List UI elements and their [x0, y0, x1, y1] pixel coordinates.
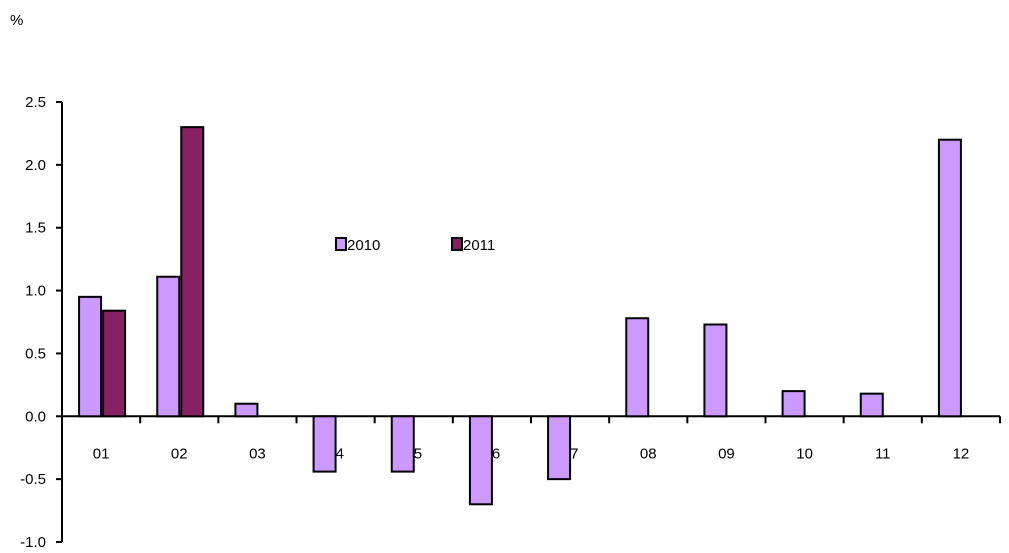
legend-swatch-2011 [451, 237, 463, 251]
legend-swatch-2010 [335, 237, 347, 251]
y-axis: 2.5 2.0 1.5 1.0 0.5 0.0 -0.5 -1.0 [20, 94, 63, 551]
bar-2010-12 [937, 138, 962, 418]
x-tick-label: 09 [718, 445, 735, 462]
y-tick-label: -0.5 [20, 471, 46, 488]
bar-2010-10 [781, 390, 806, 418]
bar-2011-02 [180, 126, 205, 418]
bars [78, 126, 962, 506]
x-tick-label: 10 [796, 445, 813, 462]
bar-2010-08 [625, 317, 650, 418]
x-tick-label: 12 [953, 445, 970, 462]
x-tick-label: 02 [171, 445, 188, 462]
legend-label-2010: 2010 [347, 237, 380, 254]
bar-2010-05 [390, 415, 415, 473]
y-tick-label: 2.5 [25, 94, 46, 111]
bar-2010-01 [78, 295, 103, 418]
y-tick-label: 0.5 [25, 345, 46, 362]
y-tick-label: 0.0 [25, 408, 46, 425]
x-tick-label: 08 [640, 445, 657, 462]
y-tick-label: 2.0 [25, 157, 46, 174]
x-tick-label: 11 [875, 445, 891, 462]
bar-2010-11 [859, 392, 884, 418]
x-tick-label: 03 [249, 445, 266, 462]
x-tick-label: 01 [93, 445, 110, 462]
x-axis: 010203040506070809101112 [62, 415, 1001, 462]
bar-2010-04 [312, 415, 337, 473]
bar-2011-01 [102, 309, 127, 418]
y-tick-label: 1.0 [25, 283, 46, 300]
y-tick-label: 1.5 [25, 220, 46, 237]
unit-label: % [10, 12, 23, 29]
bar-2010-03 [234, 402, 259, 418]
bar-2010-06 [468, 415, 493, 506]
bar-2010-07 [547, 415, 572, 481]
legend: 2010 2011 [335, 237, 495, 254]
y-tick-label: -1.0 [20, 534, 46, 551]
bar-2010-02 [156, 275, 181, 418]
legend-label-2011: 2011 [463, 237, 495, 254]
bar-2010-09 [703, 323, 728, 418]
